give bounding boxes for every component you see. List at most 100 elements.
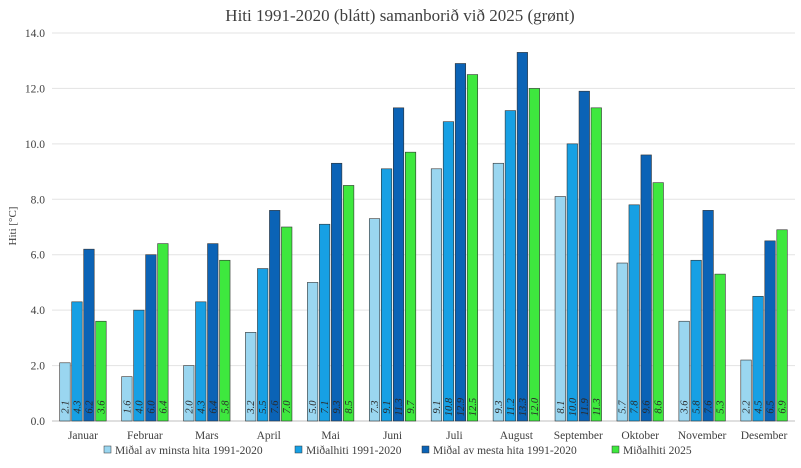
bar: [764, 240, 776, 422]
data-label: 5.3: [716, 400, 727, 413]
bar: [492, 162, 504, 422]
data-label: 8.5: [344, 400, 355, 413]
x-tick-label: Desember: [741, 430, 788, 442]
data-label: 7.6: [270, 400, 281, 414]
data-label: 12.9: [456, 397, 467, 416]
data-label: 8.1: [556, 400, 567, 413]
data-label: 3.6: [96, 400, 107, 415]
data-label: 9.1: [382, 400, 393, 413]
data-label: 11.3: [592, 398, 603, 416]
data-label: 8.6: [654, 400, 665, 414]
y-axis-label: Hiti [°C]: [7, 207, 19, 246]
data-label: 9.6: [642, 400, 653, 414]
data-label: 4.5: [754, 400, 765, 413]
legend-swatch: [294, 445, 303, 454]
bar: [504, 110, 516, 422]
data-label: 7.8: [630, 400, 641, 414]
chart-title: Hiti 1991-2020 (blátt) samanborið við 20…: [225, 6, 574, 25]
bar: [145, 254, 157, 422]
x-tick-label: Oktober: [621, 430, 659, 442]
bar: [83, 248, 95, 422]
data-label: 6.9: [778, 400, 789, 414]
bar: [590, 107, 602, 422]
data-label: 7.0: [282, 400, 293, 414]
bar: [207, 243, 219, 422]
data-label: 5.7: [618, 400, 629, 414]
bar: [690, 259, 702, 422]
data-label: 6.5: [766, 400, 777, 413]
data-label: 5.5: [258, 400, 269, 413]
data-label: 7.3: [370, 400, 381, 413]
bar: [404, 151, 417, 422]
bar: [59, 362, 71, 422]
data-label: 6.4: [158, 400, 169, 414]
bar: [652, 182, 664, 422]
bar: [269, 210, 281, 422]
bar: [219, 259, 231, 422]
y-tick-label: 0.0: [31, 416, 46, 428]
bar: [319, 223, 331, 422]
x-tick-label: Juli: [446, 430, 463, 442]
bar: [566, 143, 578, 422]
data-label: 11.3: [394, 398, 405, 416]
bar: [257, 268, 269, 422]
x-tick-label: August: [500, 430, 534, 442]
x-tick-label: Januar: [68, 430, 98, 442]
data-label: 4.3: [72, 400, 83, 413]
bar: [430, 168, 443, 422]
data-label: 3.6: [680, 400, 691, 415]
data-label: 9.1: [432, 400, 443, 413]
legend-swatch: [421, 445, 430, 454]
data-label: 9.7: [406, 400, 417, 414]
y-tick-label: 12.0: [25, 83, 45, 95]
bar: [702, 210, 714, 422]
x-tick-label: Mai: [321, 430, 340, 442]
bar: [616, 262, 628, 422]
bar: [628, 204, 640, 422]
bar: [678, 320, 690, 422]
bar: [466, 74, 479, 422]
bar: [776, 229, 788, 422]
legend-label: Miðal av mesta hita 1991-2020: [433, 444, 577, 457]
data-label: 4.0: [134, 400, 145, 414]
bar: [343, 185, 355, 422]
x-axis-ticks: Januar Februar Mars April Mai Juni Juli August S…: [68, 430, 788, 442]
data-label: 11.9: [580, 397, 591, 415]
data-label: 10.0: [568, 397, 579, 416]
data-label: 6.0: [146, 400, 157, 414]
bar: [392, 107, 405, 422]
y-tick-label: 2.0: [31, 361, 46, 373]
y-axis-ticks: 0.0 2.0 4.0 6.0 8.0 10.0 12.0 14.0: [25, 28, 45, 428]
legend-swatch: [611, 445, 620, 454]
data-label: 3.2: [246, 400, 257, 415]
data-label: 5.8: [692, 400, 703, 414]
data-labels: 2.1 4.3 6.2 3.6 1.6 4.0 6.0 6.4 2.0 4.3 6.4 5.8 3.2 5…: [60, 397, 788, 416]
x-tick-label: September: [554, 430, 603, 442]
data-label: 6.4: [208, 400, 219, 414]
bar: [640, 154, 652, 422]
data-label: 7.1: [320, 400, 331, 413]
bars: [59, 52, 788, 422]
bar: [245, 332, 257, 422]
legend-swatch: [103, 445, 112, 454]
bar: [195, 301, 207, 422]
bar: [307, 282, 319, 422]
bar: [752, 295, 764, 422]
y-tick-label: 6.0: [31, 250, 46, 262]
legend-label: Miðal av minsta hita 1991-2020: [115, 444, 263, 457]
data-label: 2.0: [184, 400, 195, 414]
legend: Miðal av minsta hita 1991-2020 Miðalhiti …: [103, 444, 692, 457]
data-label: 7.6: [704, 400, 715, 414]
legend-label: Miðalhiti 1991-2020: [306, 444, 402, 457]
x-tick-label: Mars: [195, 430, 219, 442]
x-tick-label: Juni: [383, 430, 402, 442]
data-label: 4.3: [196, 400, 207, 413]
x-tick-label: Februar: [127, 430, 163, 442]
gridlines: [52, 32, 795, 422]
legend-label: Miðalhiti 2025: [623, 444, 692, 457]
bar: [121, 376, 133, 422]
bar: [368, 218, 381, 422]
data-label: 1.6: [122, 400, 133, 414]
bar: [740, 359, 752, 422]
bar: [133, 309, 145, 422]
